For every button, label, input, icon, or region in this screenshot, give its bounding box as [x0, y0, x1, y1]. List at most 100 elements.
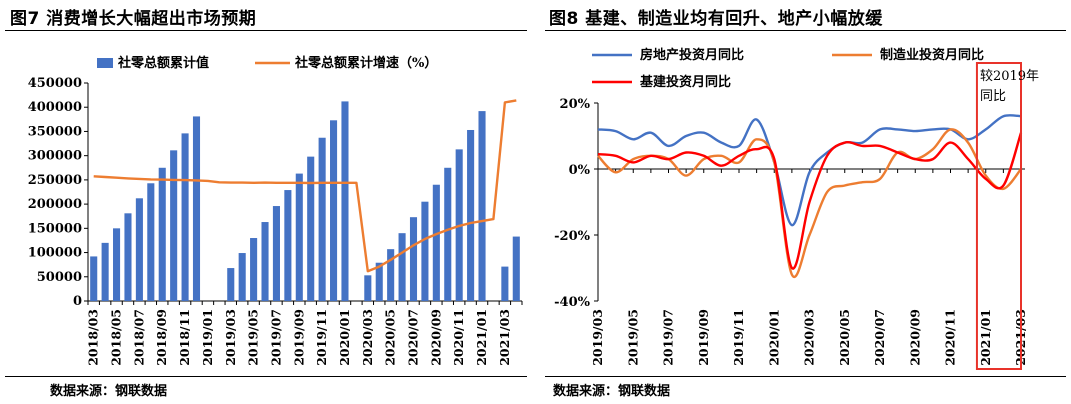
bar [432, 184, 440, 301]
right-x-tick-label: 2019/09 [696, 309, 711, 366]
left-y-tick-label: 150000 [28, 221, 82, 236]
left-y-tick-label: 50000 [37, 270, 82, 285]
left-y-tick-label: 300000 [28, 149, 82, 164]
left-x-tick-label: 2018/09 [154, 309, 169, 366]
highlight-note-line1: 较2019年 [980, 69, 1039, 84]
bar [227, 268, 235, 301]
left-bottom-rule [5, 376, 527, 377]
left-x-tick-label: 2020/01 [337, 309, 352, 366]
growth-series-line [93, 99, 517, 273]
left-x-tick-label: 2019/09 [291, 309, 306, 366]
bar [318, 137, 326, 301]
bar [272, 206, 280, 301]
legend-label-bars: 社零总额累计值 [117, 55, 209, 71]
left-y-tick-label: 0 [73, 294, 82, 309]
highlight-note-line2: 同比 [980, 89, 1006, 104]
bar [113, 228, 121, 301]
bar [444, 167, 452, 301]
right-source-note: 数据来源：钢联数据 [553, 384, 671, 399]
right-x-tick-label: 2020/01 [766, 309, 781, 366]
bar [478, 111, 486, 301]
right-x-tick-label: 2019/07 [661, 309, 676, 366]
bar [147, 183, 155, 301]
bar [90, 256, 98, 301]
bar [181, 133, 189, 301]
left-legend: 社零总额累计值 社零总额累计增速（%） [97, 55, 437, 71]
right-chart-title: 图8 基建、制造业均有回升、地产小幅放缓 [549, 9, 883, 29]
legend-label-manufacturing: 制造业投资月同比 [880, 47, 984, 63]
left-x-tick-label: 2020/09 [428, 309, 443, 366]
left-y-tick-label: 100000 [28, 246, 82, 261]
bar [307, 156, 315, 301]
left-x-tick-label: 2020/07 [406, 309, 421, 366]
left-y-tick-label: 250000 [28, 173, 82, 188]
right-x-tick-label: 2019/03 [590, 309, 605, 366]
bar [341, 101, 349, 301]
bar [101, 242, 109, 301]
bar [158, 167, 166, 301]
left-x-tick-label: 2019/01 [200, 309, 215, 366]
left-y-tick-label: 450000 [28, 76, 82, 91]
left-x-tick-label: 2018/07 [131, 309, 146, 366]
legend-swatch-bars [97, 58, 113, 68]
bar [284, 190, 292, 301]
left-x-tick-label: 2020/11 [451, 309, 466, 366]
left-x-tick-label: 2018/05 [109, 309, 124, 366]
bar [409, 217, 418, 301]
bar [387, 249, 395, 301]
highlight-box [975, 62, 1022, 370]
bar [170, 150, 178, 301]
bar [261, 222, 269, 301]
bar [330, 120, 338, 302]
bar [467, 129, 475, 301]
bar [295, 173, 303, 301]
bar [512, 236, 520, 301]
bar [250, 238, 258, 301]
bar [364, 275, 372, 301]
left-x-tick-label: 2021/01 [474, 309, 489, 366]
bar [398, 233, 406, 301]
left-x-tick-label: 2019/05 [246, 309, 261, 366]
right-x-tick-label: 2021/01 [978, 309, 993, 366]
legend-label-line: 社零总额累计增速（%） [294, 55, 437, 71]
left-x-tick-label: 2021/03 [497, 309, 512, 366]
right-x-tick-label: 2020/07 [872, 309, 887, 366]
infrastructure-series-line [597, 132, 1023, 270]
right-y-tick-label: 20% [560, 97, 591, 112]
bar [501, 266, 509, 301]
right-y-tick-label: -40% [554, 295, 590, 310]
right-x-tick-label: 2019/05 [625, 309, 640, 366]
bar [375, 262, 383, 301]
right-bottom-rule [545, 376, 1066, 377]
left-x-tick-label: 2020/05 [383, 309, 398, 366]
right-x-tick-label: 2020/05 [837, 309, 852, 366]
left-y-tick-label: 400000 [28, 100, 82, 115]
right-x-tick-label: 2020/09 [907, 309, 922, 366]
right-x-tick-label: 2020/11 [943, 309, 958, 366]
left-x-tick-label: 2018/03 [86, 309, 101, 366]
left-title-rule [5, 30, 527, 31]
left-y-tick-label: 200000 [28, 197, 82, 212]
left-y-tick-label: 350000 [28, 124, 82, 139]
left-x-tick-label: 2019/11 [314, 309, 329, 366]
bar [124, 213, 132, 301]
right-x-tick-label: 2019/11 [731, 309, 746, 366]
right-x-tick-label: 2020/03 [802, 309, 817, 366]
bar [421, 201, 429, 301]
left-x-tick-label: 2019/03 [223, 309, 238, 366]
right-title-rule [545, 30, 1066, 31]
legend-label-infrastructure: 基建投资月同比 [639, 74, 731, 90]
right-y-tick-label: -20% [554, 229, 590, 244]
bar [135, 198, 143, 301]
left-x-tick-label: 2018/11 [177, 309, 192, 366]
left-x-tick-label: 2020/03 [360, 309, 375, 366]
bar [238, 253, 246, 301]
bar [192, 116, 201, 301]
left-x-tick-label: 2019/07 [268, 309, 283, 366]
left-chart-title: 图7 消费增长大幅超出市场预期 [10, 9, 257, 29]
left-source-note: 数据来源：钢联数据 [50, 384, 168, 399]
legend-label-real-estate: 房地产投资月同比 [640, 47, 744, 63]
